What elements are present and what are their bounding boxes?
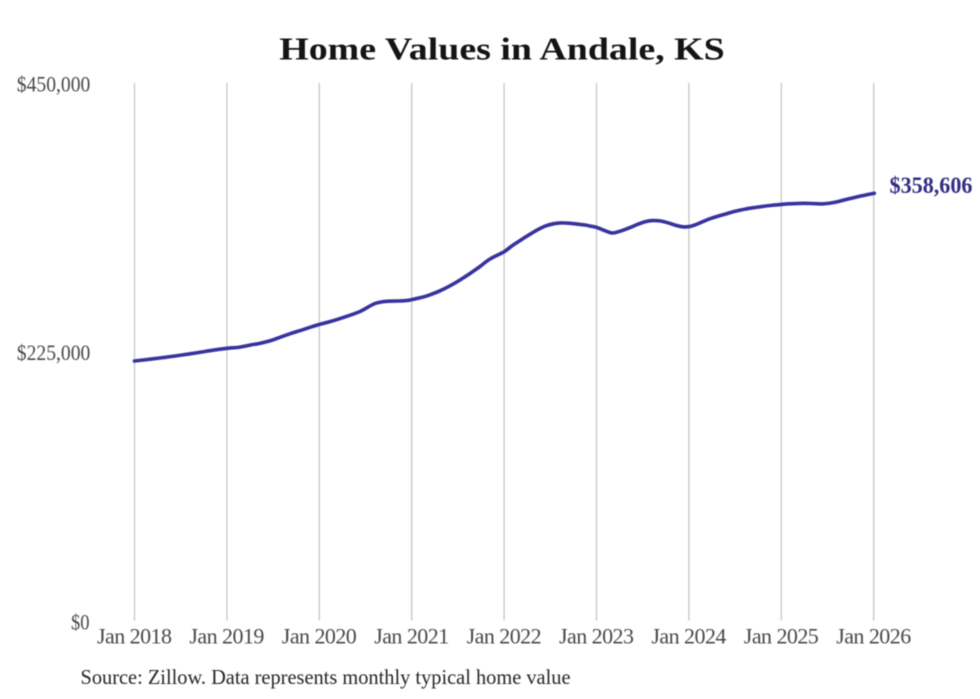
- svg-text:Jan 2021: Jan 2021: [374, 623, 449, 648]
- svg-text:$225,000: $225,000: [17, 340, 91, 365]
- svg-text:Jan 2024: Jan 2024: [651, 623, 726, 648]
- svg-text:Home Values in Andale, KS: Home Values in Andale, KS: [279, 32, 725, 67]
- svg-text:Jan 2022: Jan 2022: [467, 623, 542, 648]
- svg-text:Jan 2026: Jan 2026: [836, 623, 911, 648]
- svg-text:$358,606: $358,606: [890, 173, 973, 198]
- svg-text:Jan 2025: Jan 2025: [744, 623, 819, 648]
- svg-text:Jan 2019: Jan 2019: [189, 623, 264, 648]
- svg-text:$0: $0: [71, 609, 90, 634]
- svg-text:$450,000: $450,000: [17, 71, 91, 96]
- svg-text:Jan 2023: Jan 2023: [559, 623, 634, 648]
- svg-text:Jan 2018: Jan 2018: [97, 623, 172, 648]
- svg-text:Jan 2020: Jan 2020: [282, 623, 357, 648]
- svg-text:Source: Zillow. Data represent: Source: Zillow. Data represents monthly …: [81, 665, 571, 689]
